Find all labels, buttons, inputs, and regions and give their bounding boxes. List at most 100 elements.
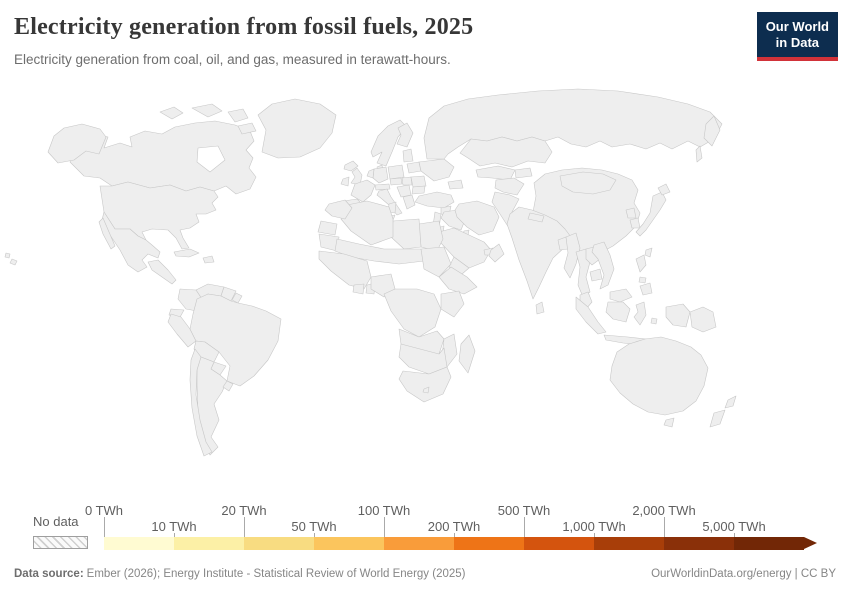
country-italy[interactable] (376, 188, 403, 216)
country-argentina[interactable] (196, 356, 228, 456)
country-kyrgyzstan-tajikistan[interactable] (514, 167, 533, 179)
country-belarus[interactable] (406, 161, 422, 174)
country-canada-arctic[interactable] (191, 103, 223, 118)
legend-bin-segment[interactable] (524, 537, 594, 550)
owid-logo[interactable]: Our World in Data (756, 12, 838, 61)
country-cuba[interactable] (173, 248, 200, 258)
country-bulgaria[interactable] (411, 185, 426, 195)
legend-bin-segment[interactable] (594, 537, 664, 550)
country-west-africa[interactable] (318, 250, 372, 290)
country-japan-hokkaido[interactable] (657, 183, 671, 196)
country-alaska[interactable] (47, 123, 107, 164)
country-horn-of-africa[interactable] (438, 266, 478, 295)
no-data-swatch[interactable] (33, 536, 88, 549)
country-germany[interactable] (372, 166, 389, 184)
country-romania[interactable] (410, 175, 427, 188)
country-russia-kamchatka[interactable] (703, 115, 721, 147)
country-balkans[interactable] (396, 184, 412, 198)
country-greece[interactable] (402, 194, 416, 210)
country-vietnam[interactable] (591, 241, 615, 290)
country-central-africa[interactable] (383, 288, 442, 338)
country-finland[interactable] (396, 122, 414, 148)
country-philippines-luzon[interactable] (635, 254, 647, 273)
country-central-america[interactable] (147, 259, 177, 285)
legend-bin-segment[interactable] (454, 537, 524, 550)
country-mexico[interactable] (101, 211, 161, 273)
country-east-africa[interactable] (440, 290, 465, 318)
country-tasmania[interactable] (663, 417, 675, 428)
country-mexico-baja[interactable] (98, 217, 116, 250)
country-morocco[interactable] (324, 199, 353, 220)
country-western-sahara[interactable] (317, 220, 338, 236)
country-czechia[interactable] (389, 177, 403, 186)
country-indonesia-kalimantan[interactable] (605, 301, 631, 323)
country-norway-sweden[interactable] (370, 119, 408, 167)
footer-credit-link[interactable]: OurWorldinData.org/energy | CC BY (651, 568, 836, 580)
country-south-africa[interactable] (398, 366, 452, 403)
country-south-korea[interactable] (629, 217, 641, 229)
legend-bin-segment[interactable] (244, 537, 314, 550)
country-saudi-arabia[interactable] (438, 227, 492, 269)
country-papua-new-guinea[interactable] (689, 306, 717, 333)
legend-bin-segment[interactable] (734, 537, 804, 550)
country-lesotho[interactable] (422, 386, 430, 394)
legend-bin-segment[interactable] (664, 537, 734, 550)
country-north-korea[interactable] (625, 207, 637, 219)
country-iceland[interactable] (343, 160, 359, 172)
country-libya[interactable] (390, 218, 422, 250)
country-uruguay[interactable] (222, 380, 234, 392)
country-taiwan[interactable] (644, 247, 653, 258)
country-nepal[interactable] (527, 212, 545, 223)
country-ivory-coast[interactable] (352, 283, 365, 295)
country-turkey[interactable] (414, 191, 455, 209)
country-sri-lanka[interactable] (535, 301, 545, 315)
country-madagascar[interactable] (458, 334, 476, 374)
country-australia[interactable] (609, 336, 709, 416)
legend-bin-segment[interactable] (104, 537, 174, 550)
country-egypt[interactable] (418, 220, 444, 252)
country-philippines-mindanao[interactable] (639, 282, 653, 296)
country-poland[interactable] (387, 164, 405, 180)
country-algeria[interactable] (340, 200, 394, 246)
country-canada-arctic[interactable] (159, 106, 184, 120)
legend-bin-segment[interactable] (314, 537, 384, 550)
country-hawaii[interactable] (9, 258, 18, 266)
country-uzbekistan-turkmenistan[interactable] (475, 165, 516, 181)
country-canada-arctic[interactable] (227, 108, 249, 123)
country-oman[interactable] (488, 243, 505, 263)
country-canada-baffin[interactable] (237, 122, 257, 135)
country-baltics[interactable] (402, 148, 414, 163)
country-hawaii[interactable] (4, 252, 11, 259)
country-new-zealand-north[interactable] (724, 395, 737, 409)
country-iran[interactable] (454, 200, 500, 236)
country-benelux[interactable] (366, 168, 375, 179)
country-peru[interactable] (167, 313, 197, 348)
country-kazakhstan[interactable] (459, 136, 553, 168)
country-myanmar[interactable] (563, 232, 581, 279)
country-indonesia-sumatra[interactable] (575, 296, 607, 335)
country-philippines-visayas[interactable] (638, 276, 647, 284)
country-indonesia-sulawesi[interactable] (633, 301, 647, 326)
country-ireland[interactable] (340, 176, 350, 187)
legend-bin-segment[interactable] (384, 537, 454, 550)
country-hispaniola[interactable] (202, 255, 215, 264)
country-sudan[interactable] (420, 246, 452, 278)
country-caucasus[interactable] (447, 179, 464, 190)
country-indonesia-moluccas[interactable] (650, 317, 658, 325)
country-afghanistan[interactable] (494, 177, 525, 196)
legend-bin-segment[interactable] (174, 537, 244, 550)
country-cambodia[interactable] (589, 268, 603, 282)
country-hungary-slovakia[interactable] (401, 176, 413, 186)
country-indonesia-papua[interactable] (665, 303, 691, 328)
country-laos[interactable] (585, 246, 601, 266)
country-japan[interactable] (635, 191, 667, 237)
country-switzerland-austria[interactable] (374, 183, 391, 191)
country-france[interactable] (350, 179, 376, 203)
country-chile[interactable] (189, 348, 213, 457)
country-india[interactable] (506, 206, 572, 300)
country-russia-sakhalin[interactable] (695, 145, 703, 163)
country-mongolia[interactable] (559, 171, 617, 195)
country-new-zealand-south[interactable] (709, 409, 726, 428)
country-malaysia-borneo[interactable] (609, 288, 633, 303)
country-greenland[interactable] (257, 98, 337, 159)
